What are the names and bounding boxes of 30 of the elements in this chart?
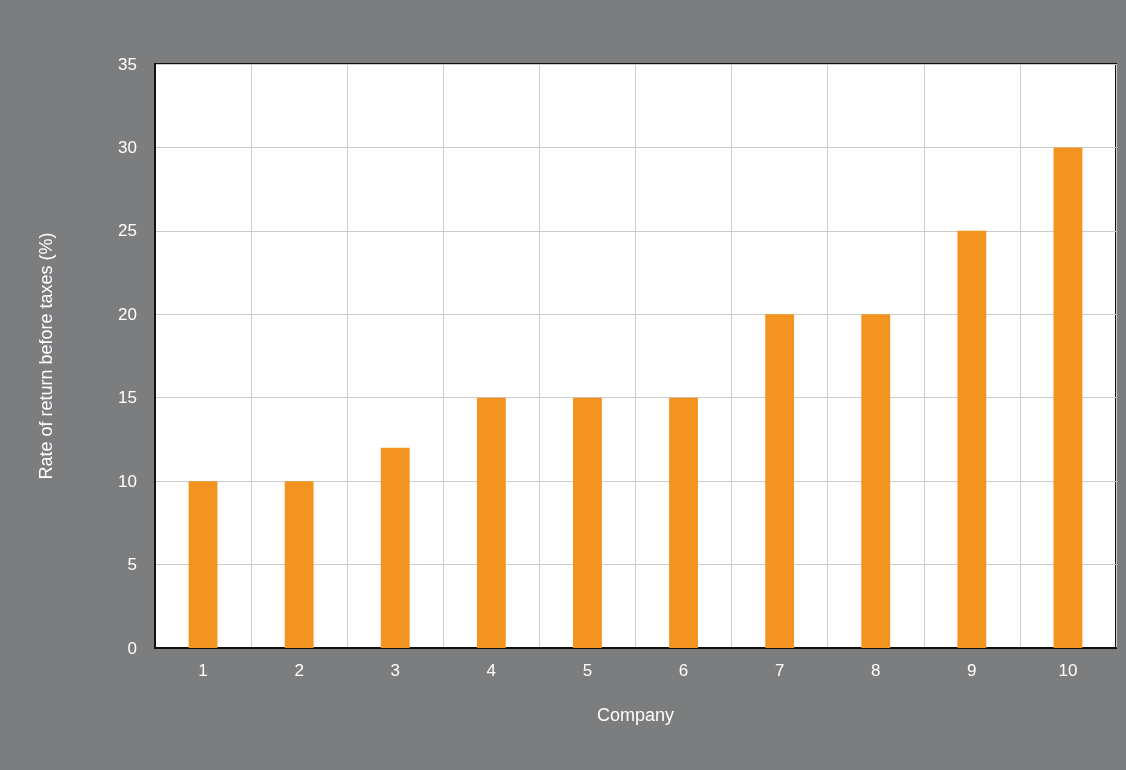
x-tick-label: 2 — [294, 661, 304, 680]
bar — [765, 314, 795, 648]
y-tick-label: 20 — [118, 304, 137, 324]
x-tick-label: 5 — [582, 661, 593, 680]
bar — [1053, 147, 1083, 648]
x-tick-label: 10 — [1058, 661, 1078, 680]
bar — [380, 447, 410, 648]
y-tick-label: 15 — [118, 388, 137, 408]
x-tick-label: 6 — [678, 661, 689, 680]
bar — [573, 397, 602, 648]
x-tick-label: 4 — [486, 661, 497, 680]
bar — [476, 397, 506, 648]
bar — [861, 314, 891, 648]
y-tick-label: 5 — [127, 555, 137, 575]
x-tick-label: 7 — [774, 661, 785, 680]
bar — [669, 397, 698, 648]
x-tick-label: 3 — [390, 661, 400, 680]
y-axis-title: Rate of return before taxes (%) — [36, 232, 56, 480]
y-tick-label: 25 — [118, 221, 137, 241]
bar — [957, 230, 987, 648]
y-tick-label: 30 — [118, 137, 137, 157]
x-tick-label: 1 — [198, 661, 208, 680]
y-tick-label: 0 — [127, 638, 137, 658]
bar — [188, 481, 218, 648]
x-tick-label: 9 — [967, 661, 977, 680]
y-tick-label: 10 — [118, 471, 137, 491]
y-tick-label: 35 — [118, 54, 137, 74]
bar — [284, 481, 314, 648]
x-axis-title: Company — [596, 705, 675, 725]
x-tick-label: 8 — [871, 661, 881, 680]
